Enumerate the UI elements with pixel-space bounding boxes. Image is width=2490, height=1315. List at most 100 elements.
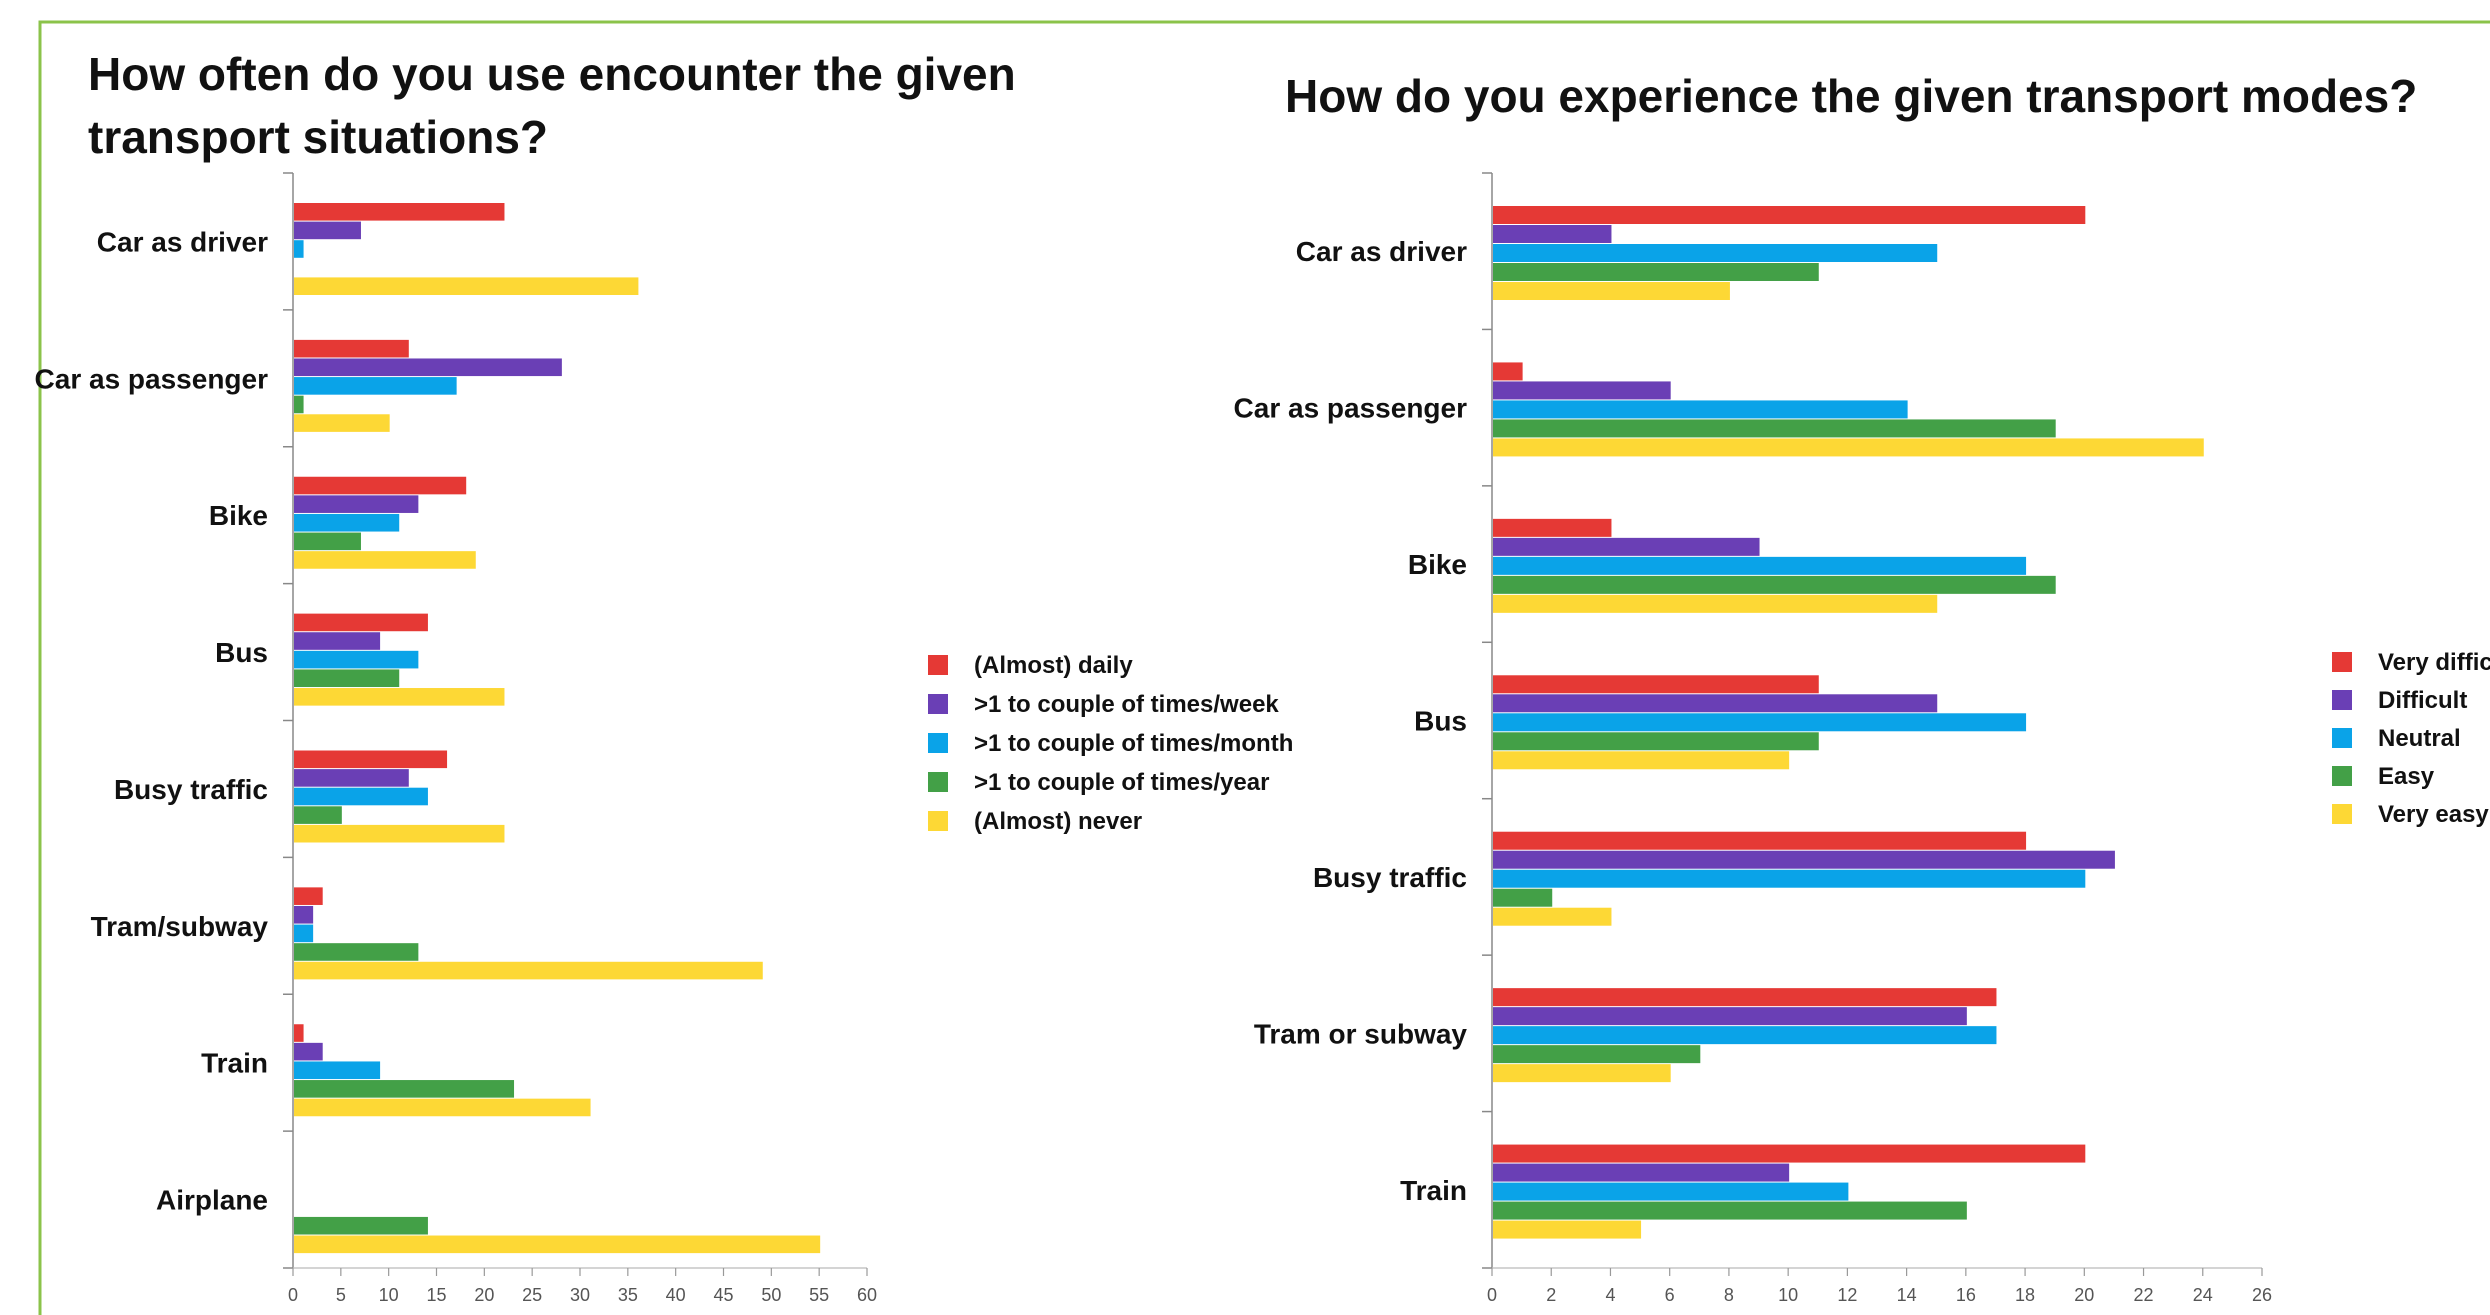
bar-busy-traffic-neutral <box>1493 869 2086 888</box>
x-tick-label: 2 <box>1546 1285 1556 1305</box>
chart2-title: How do you experience the given transpor… <box>1285 70 2417 122</box>
bar-train-1-to-couple-of-times-year <box>294 1080 515 1098</box>
bar-busy-traffic-1-to-couple-of-times-week <box>294 769 409 787</box>
x-tick-label: 20 <box>2074 1285 2094 1305</box>
legend-swatch-almost-never <box>928 811 948 831</box>
bar-tram-subway-almost-never <box>294 961 763 980</box>
x-tick-label: 40 <box>666 1285 686 1305</box>
x-tick-label: 50 <box>761 1285 781 1305</box>
x-tick-label: 20 <box>474 1285 494 1305</box>
bar-bus-very-easy <box>1493 751 1790 770</box>
bar-bike-1-to-couple-of-times-month <box>294 513 400 532</box>
bar-car-as-passenger-almost-daily <box>294 339 409 358</box>
bar-train-1-to-couple-of-times-month <box>294 1061 381 1080</box>
bar-busy-traffic-1-to-couple-of-times-month <box>294 787 428 806</box>
x-tick-label: 6 <box>1665 1285 1675 1305</box>
legend-swatch-1-to-couple-of-times-week <box>928 694 948 714</box>
page-border <box>38 20 2490 1315</box>
legend-label-almost-never: (Almost) never <box>974 808 1142 835</box>
bar-car-as-driver-difficult <box>1493 225 1612 243</box>
bar-train-very-easy <box>1493 1220 1642 1239</box>
bar-bike-1-to-couple-of-times-year <box>294 532 361 551</box>
category-label-car-as-driver: Car as driver <box>1296 236 1467 267</box>
legend-swatch-very-difficu <box>2332 652 2352 672</box>
chart1-title-line2: transport situations? <box>88 111 548 163</box>
x-tick-label: 0 <box>288 1285 298 1305</box>
bar-car-as-passenger-1-to-couple-of-times-year <box>294 395 304 414</box>
bar-busy-traffic-almost-daily <box>294 750 448 769</box>
bar-car-as-driver-1-to-couple-of-times-week <box>294 221 361 240</box>
bar-tram-subway-1-to-couple-of-times-week <box>294 905 314 924</box>
legend-swatch-1-to-couple-of-times-year <box>928 772 948 792</box>
bar-bike-very-easy <box>1493 594 1938 613</box>
x-tick-label: 55 <box>809 1285 829 1305</box>
bar-car-as-driver-very-easy <box>1493 282 1730 300</box>
bar-bus-almost-never <box>294 688 505 706</box>
bar-airplane-1-to-couple-of-times-year <box>294 1216 428 1235</box>
category-label-bike: Bike <box>1408 549 1467 580</box>
bar-bike-almost-daily <box>294 476 467 495</box>
legend-label-almost-daily: (Almost) daily <box>974 652 1133 679</box>
bar-car-as-driver-almost-daily <box>294 203 505 221</box>
chart2-legend: Very difficu Difficult Neutral Easy Very eas… <box>2332 649 2490 828</box>
legend-label-1-to-couple-of-times-week: >1 to couple of times/week <box>974 691 1279 718</box>
category-label-bike: Bike <box>209 500 268 531</box>
x-tick-label: 8 <box>1724 1285 1734 1305</box>
bar-car-as-driver-1-to-couple-of-times-month <box>294 240 304 258</box>
bar-car-as-driver-very-difficu <box>1493 206 2086 224</box>
category-label-train: Train <box>201 1048 268 1079</box>
bar-train-almost-never <box>294 1098 591 1117</box>
category-label-airplane: Airplane <box>156 1185 268 1216</box>
category-label-bus: Bus <box>215 637 268 668</box>
bar-car-as-driver-almost-never <box>294 277 639 295</box>
bar-bus-neutral <box>1493 713 2027 732</box>
x-tick-label: 22 <box>2134 1285 2154 1305</box>
bar-bus-1-to-couple-of-times-year <box>294 669 400 688</box>
legend-swatch-almost-daily <box>928 655 948 675</box>
x-tick-label: 4 <box>1605 1285 1615 1305</box>
bar-airplane-almost-never <box>294 1235 821 1254</box>
bar-tram-subway-almost-daily <box>294 887 323 905</box>
legend-swatch-neutral <box>2332 728 2352 748</box>
legend-label-very-difficu: Very difficu <box>2378 649 2490 676</box>
bar-bus-almost-daily <box>294 613 428 632</box>
legend-label-easy: Easy <box>2378 763 2435 790</box>
bar-bike-very-difficu <box>1493 518 1612 537</box>
x-tick-label: 15 <box>426 1285 446 1305</box>
x-tick-label: 0 <box>1487 1285 1497 1305</box>
bar-busy-traffic-almost-never <box>294 824 505 843</box>
bar-tram-or-subway-difficult <box>1493 1007 1967 1026</box>
bar-car-as-passenger-difficult <box>1493 381 1671 400</box>
bar-bike-1-to-couple-of-times-week <box>294 495 419 513</box>
bar-bus-1-to-couple-of-times-month <box>294 650 419 669</box>
experience-chart: How do you experience the given transpor… <box>1234 70 2490 1305</box>
category-label-car-as-driver: Car as driver <box>97 226 268 257</box>
x-tick-label: 18 <box>2015 1285 2035 1305</box>
category-label-bus: Bus <box>1414 706 1467 737</box>
category-label-train: Train <box>1400 1175 1467 1206</box>
bar-train-difficult <box>1493 1163 1790 1182</box>
bar-tram-subway-1-to-couple-of-times-year <box>294 943 419 961</box>
bar-busy-traffic-difficult <box>1493 850 2115 869</box>
x-tick-label: 60 <box>857 1285 877 1305</box>
legend-label-very-easy: Very easy <box>2378 801 2489 828</box>
bar-bike-almost-never <box>294 551 476 569</box>
x-tick-label: 10 <box>1778 1285 1798 1305</box>
legend-label-difficult: Difficult <box>2378 687 2467 714</box>
bar-car-as-passenger-1-to-couple-of-times-week <box>294 358 562 377</box>
bar-car-as-passenger-very-easy <box>1493 438 2204 457</box>
bar-bike-neutral <box>1493 556 2027 575</box>
category-label-car-as-passenger: Car as passenger <box>35 363 269 394</box>
bar-bike-easy <box>1493 575 2056 594</box>
bar-bus-1-to-couple-of-times-week <box>294 632 381 650</box>
bar-tram-or-subway-neutral <box>1493 1026 1997 1045</box>
x-tick-label: 16 <box>1956 1285 1976 1305</box>
legend-label-neutral: Neutral <box>2378 725 2461 752</box>
bar-busy-traffic-easy <box>1493 888 1553 907</box>
category-label-busy-traffic: Busy traffic <box>114 774 268 805</box>
bar-tram-or-subway-very-easy <box>1493 1064 1671 1083</box>
legend-swatch-difficult <box>2332 690 2352 710</box>
bar-busy-traffic-very-easy <box>1493 907 1612 926</box>
bar-tram-or-subway-very-difficu <box>1493 988 1997 1007</box>
category-label-busy-traffic: Busy traffic <box>1313 862 1467 893</box>
